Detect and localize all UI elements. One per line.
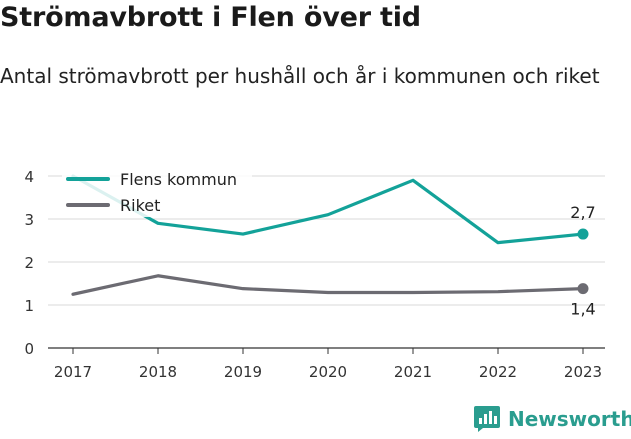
x-tick-label: 2019 <box>224 363 262 381</box>
series-line-riket <box>71 274 585 296</box>
series-end-label: 1,4 <box>570 300 595 319</box>
x-tick-label: 2022 <box>479 363 517 381</box>
chart-title: Strömavbrott i Flen över tid <box>0 2 421 33</box>
y-tick-label: 3 <box>24 211 34 229</box>
x-tick-label: 2020 <box>309 363 347 381</box>
newsworthy-logo-icon <box>474 406 500 432</box>
series-end-label: 2,7 <box>570 203 595 222</box>
legend-label: Riket <box>120 196 160 215</box>
x-tick-label: 2023 <box>564 363 602 381</box>
y-tick-label: 0 <box>24 340 34 358</box>
series-end-point <box>577 228 589 240</box>
newsworthy-logo-text: Newsworthy <box>508 407 631 431</box>
y-tick-label: 4 <box>24 168 34 186</box>
series-line-flens-kommun <box>71 174 585 245</box>
legend-backdrop <box>62 165 252 217</box>
y-tick-label: 2 <box>24 254 34 272</box>
x-tick-label: 2021 <box>394 363 432 381</box>
x-tick-label: 2018 <box>139 363 177 381</box>
chart-subtitle: Antal strömavbrott per hushåll och år i … <box>0 64 600 88</box>
newsworthy-logo: Newsworthy <box>474 406 631 432</box>
y-tick-label: 1 <box>24 297 34 315</box>
series-end-point <box>577 283 589 295</box>
legend-label: Flens kommun <box>120 170 237 189</box>
x-tick-label: 2017 <box>54 363 92 381</box>
